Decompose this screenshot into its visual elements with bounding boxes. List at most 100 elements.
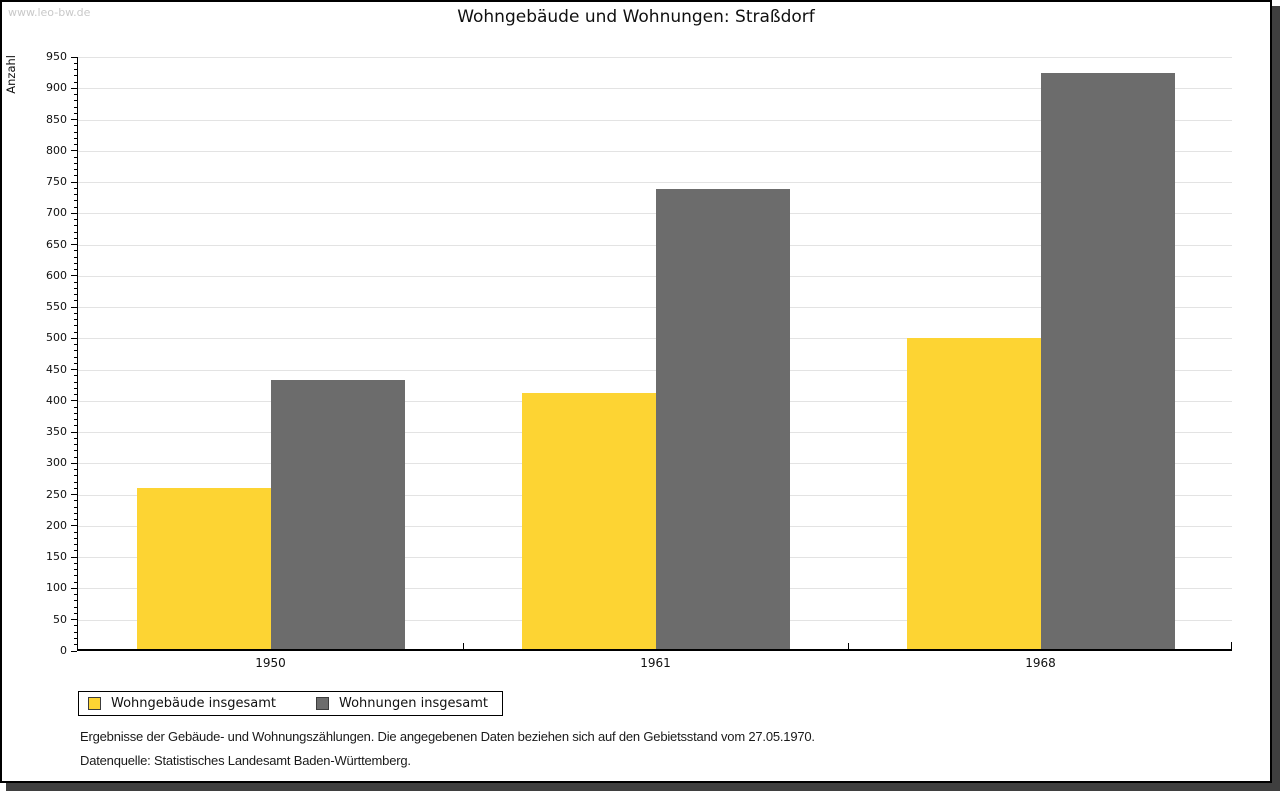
y-tick-minor <box>74 581 77 583</box>
y-tick-minor <box>74 112 77 114</box>
y-tick-minor <box>74 612 77 614</box>
y-tick-minor <box>74 387 77 389</box>
y-tick-major <box>71 400 77 402</box>
bar-1950-series-1 <box>271 380 405 649</box>
gridline <box>78 150 1232 152</box>
y-tick-minor <box>74 469 77 471</box>
y-tick-minor <box>74 381 77 383</box>
y-tick-minor <box>74 137 77 139</box>
x-axis-separator-tick <box>463 643 464 649</box>
y-tick-minor <box>74 600 77 602</box>
gridline <box>78 275 1232 277</box>
y-tick-minor <box>74 156 77 158</box>
y-tick-minor <box>74 319 77 321</box>
y-tick-minor <box>74 100 77 102</box>
gridline <box>78 182 1232 184</box>
y-tick-major <box>71 369 77 371</box>
x-tick-label-1950: 1950 <box>255 656 286 670</box>
gridline <box>78 57 1232 58</box>
y-tick-minor <box>74 200 77 202</box>
y-tick-minor <box>74 444 77 446</box>
y-tick-minor <box>74 81 77 83</box>
y-tick-major <box>71 494 77 496</box>
y-tick-minor <box>74 69 77 70</box>
y-tick-major <box>71 244 77 246</box>
gridline <box>78 244 1232 246</box>
y-tick-label: 750 <box>46 175 67 189</box>
y-tick-minor <box>74 262 77 264</box>
y-tick-minor <box>74 637 77 639</box>
y-tick-minor <box>74 550 77 552</box>
gridline <box>78 369 1232 371</box>
chart-title: Wohngebäude und Wohnungen: Straßdorf <box>457 7 815 27</box>
y-tick-minor <box>74 131 77 133</box>
y-tick-minor <box>74 412 77 414</box>
watermark-leo-bw: www.leo-bw.de <box>8 6 91 19</box>
y-tick-label: 650 <box>46 237 67 251</box>
x-tick-label-1968: 1968 <box>1025 656 1056 670</box>
legend: Wohngebäude insgesamt Wohnungen insgesam… <box>78 691 503 716</box>
y-tick-major <box>71 462 77 464</box>
y-tick-major <box>71 650 77 652</box>
y-tick-minor <box>74 456 77 458</box>
y-tick-major <box>71 212 77 214</box>
y-tick-major <box>71 525 77 527</box>
y-tick-minor <box>74 281 77 283</box>
y-tick-minor <box>74 206 77 208</box>
bar-1968-series-0 <box>907 338 1041 649</box>
y-tick-minor <box>74 500 77 502</box>
y-tick-minor <box>74 294 77 296</box>
gridline <box>78 119 1232 121</box>
y-tick-minor <box>74 219 77 221</box>
y-tick-label: 800 <box>46 143 67 157</box>
y-tick-major <box>71 619 77 621</box>
y-tick-minor <box>74 375 77 377</box>
y-tick-minor <box>74 406 77 408</box>
y-tick-minor <box>74 512 77 514</box>
y-tick-minor <box>74 569 77 571</box>
y-tick-minor <box>74 75 77 77</box>
y-tick-minor <box>74 356 77 358</box>
y-tick-minor <box>74 419 77 421</box>
y-tick-minor <box>74 631 77 633</box>
y-tick-major <box>71 119 77 121</box>
legend-label-wohngebaeude: Wohngebäude insgesamt <box>111 696 276 711</box>
y-tick-minor <box>74 169 77 171</box>
y-tick-major <box>71 556 77 558</box>
y-tick-label: 700 <box>46 206 67 220</box>
y-tick-minor <box>74 437 77 439</box>
y-tick-minor <box>74 144 77 146</box>
y-tick-label: 0 <box>60 644 67 657</box>
y-tick-label: 150 <box>46 550 67 564</box>
y-tick-minor <box>74 62 77 64</box>
bar-1950-series-0 <box>137 488 271 649</box>
y-tick-major <box>71 431 77 433</box>
y-tick-label: 950 <box>46 50 67 63</box>
y-tick-minor <box>74 425 77 427</box>
y-tick-minor <box>74 106 77 108</box>
y-tick-minor <box>74 519 77 521</box>
y-tick-label: 400 <box>46 393 67 407</box>
y-tick-major <box>71 306 77 308</box>
y-tick-minor <box>74 325 77 327</box>
y-tick-minor <box>74 300 77 302</box>
y-tick-label: 850 <box>46 112 67 126</box>
y-tick-minor <box>74 231 77 233</box>
legend-entry-wohnungen: Wohnungen insgesamt <box>316 696 488 711</box>
y-tick-minor <box>74 237 77 239</box>
y-tick-minor <box>74 350 77 352</box>
y-tick-label: 250 <box>46 487 67 501</box>
y-tick-major <box>71 87 77 89</box>
y-tick-minor <box>74 287 77 289</box>
y-tick-minor <box>74 575 77 577</box>
y-tick-major <box>71 275 77 277</box>
footnote-line-2: Datenquelle: Statistisches Landesamt Bad… <box>80 753 411 768</box>
legend-swatch-wohnungen <box>316 697 329 710</box>
y-tick-minor <box>74 450 77 452</box>
y-tick-minor <box>74 94 77 96</box>
gridline <box>78 213 1232 215</box>
y-tick-minor <box>74 162 77 164</box>
y-tick-minor <box>74 225 77 227</box>
